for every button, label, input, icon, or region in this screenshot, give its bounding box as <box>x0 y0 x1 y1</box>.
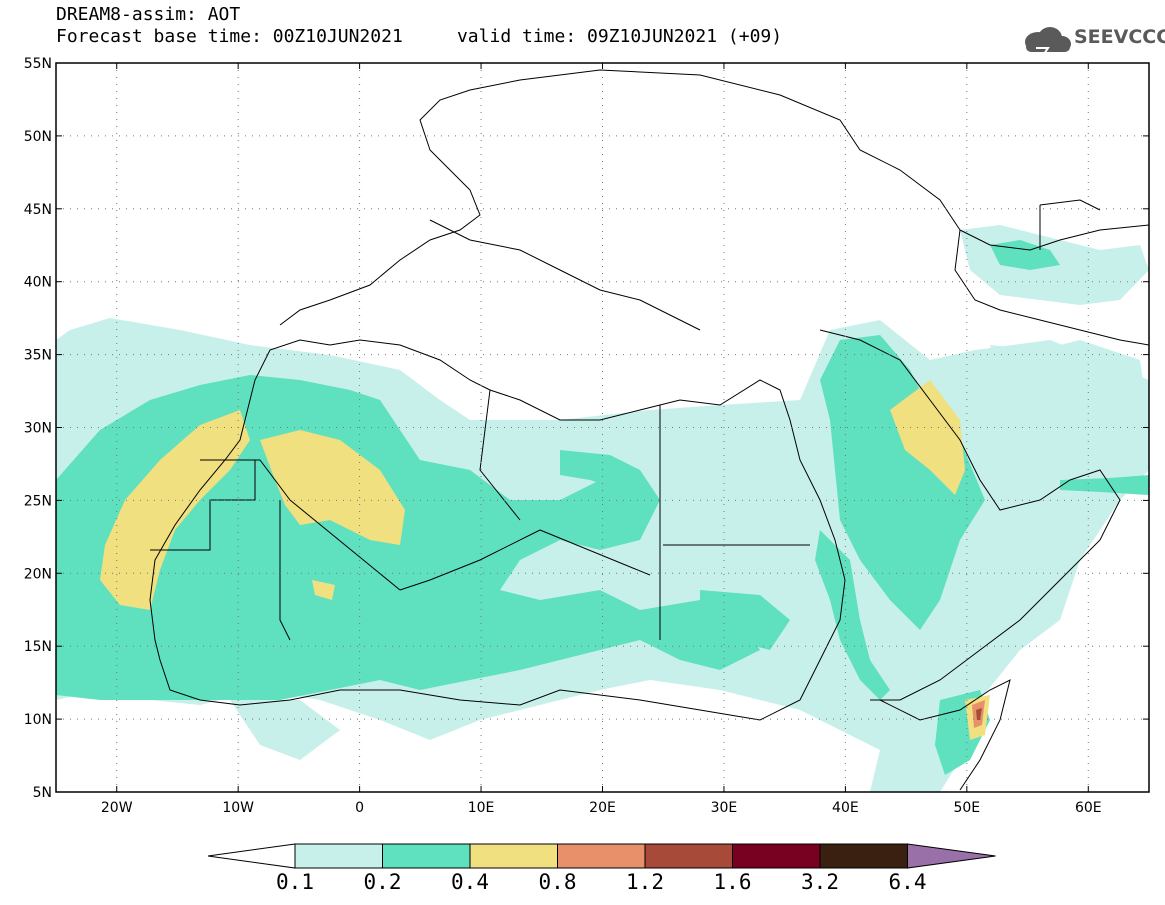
coastlines-and-borders <box>149 69 1149 791</box>
colorbar-label: 1.6 <box>714 870 752 894</box>
lat-tick-label: 45N <box>24 202 52 218</box>
colorbar-label: 0.1 <box>276 870 314 894</box>
colorbar-label: 3.2 <box>801 870 839 894</box>
aot-field <box>56 225 1149 792</box>
lon-tick-label: 10W <box>222 800 254 816</box>
logo-text: SEEVCCC <box>1074 26 1165 48</box>
colorbar: 0.1 0.2 0.4 0.8 1.2 1.6 3.2 6.4 <box>207 843 996 894</box>
lon-tick-label: 20E <box>589 800 616 816</box>
colorbar-label: 0.2 <box>364 870 402 894</box>
lon-tick-label: 30E <box>711 800 738 816</box>
colorbar-swatch <box>819 843 908 869</box>
colorbar-label: 6.4 <box>889 870 927 894</box>
lon-tick-label: 60E <box>1075 800 1102 816</box>
colorbar-under-triangle <box>207 843 296 869</box>
seevccc-logo <box>1025 27 1071 55</box>
map-title: DREAM8-assim: AOT <box>56 4 241 25</box>
graticule <box>56 63 1149 792</box>
lat-tick-label: 40N <box>24 275 52 291</box>
colorbar-swatch <box>557 843 646 869</box>
lat-tick-label: 50N <box>24 129 52 145</box>
colorbar-label: 1.2 <box>626 870 664 894</box>
lat-tick-label: 25N <box>24 493 52 509</box>
map-subtitle-times: Forecast base time: 00Z10JUN2021 valid t… <box>56 26 783 47</box>
lon-tick-label: 40E <box>832 800 859 816</box>
lat-tick-label: 5N <box>33 785 52 801</box>
lat-tick-label: 10N <box>24 712 52 728</box>
colorbar-swatch <box>382 843 471 869</box>
lon-tick-label: 50E <box>953 800 980 816</box>
lon-tick-label: 10E <box>468 800 495 816</box>
lat-tick-label: 35N <box>24 348 52 364</box>
lat-tick-label: 30N <box>24 421 52 437</box>
aot-band-1.2 <box>976 708 982 720</box>
lon-tick-label: 20W <box>101 800 133 816</box>
colorbar-swatch <box>294 843 383 869</box>
colorbar-label: 0.4 <box>451 870 489 894</box>
lon-tick-label: 0 <box>355 800 364 816</box>
lat-tick-label: 20N <box>24 566 52 582</box>
latitude-ticks: 55N 50N 45N 40N 35N 30N 25N 20N 15N 10N 5N <box>24 56 1149 801</box>
longitude-ticks: 20W 10W 0 10E 20E 30E 40E 50E 60E <box>101 63 1102 816</box>
colorbar-swatch <box>469 843 558 869</box>
colorbar-swatch <box>732 843 821 869</box>
colorbar-over-triangle <box>907 843 996 869</box>
lat-tick-label: 15N <box>24 639 52 655</box>
colorbar-label: 0.8 <box>539 870 577 894</box>
cloud-icon <box>1025 27 1071 55</box>
colorbar-swatch <box>644 843 733 869</box>
lat-tick-label: 55N <box>24 56 52 72</box>
